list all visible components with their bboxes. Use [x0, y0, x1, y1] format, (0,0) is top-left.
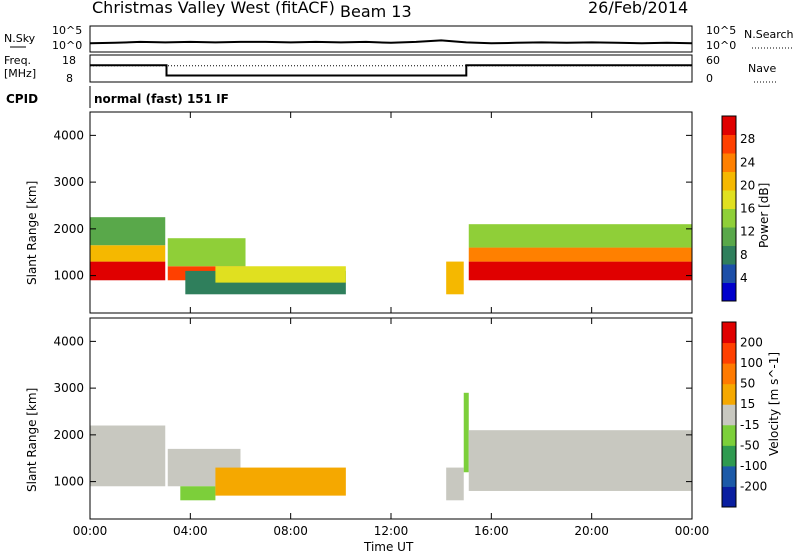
velocity-colorbar-label: Velocity [m s^-1]	[767, 352, 781, 456]
data-band	[215, 467, 346, 496]
x-tick-label: 20:00	[574, 524, 609, 538]
x-tick-label: 00:00	[73, 524, 108, 538]
data-band	[90, 217, 166, 246]
colorbar-swatch	[722, 153, 736, 172]
noise-right-tick-bottom: 10^0	[706, 39, 736, 52]
noise-left-tick-bottom: 10^0	[52, 39, 82, 52]
noise-panel-frame	[89, 25, 693, 53]
beam-title: Beam 13	[340, 2, 412, 21]
y-tick-label: 4000	[53, 128, 84, 142]
data-band	[90, 425, 166, 487]
colorbar-swatch	[722, 424, 736, 446]
data-band	[446, 467, 464, 501]
freq-left-tick-top: 18	[62, 54, 76, 67]
colorbar-tick-label: 24	[740, 155, 755, 169]
data-band	[468, 430, 692, 491]
data-band	[468, 261, 692, 281]
colorbar-swatch	[722, 264, 736, 283]
y-tick-label: 1000	[53, 475, 84, 489]
colorbar-tick-label: -200	[740, 479, 767, 493]
data-band	[90, 261, 166, 281]
colorbar-frame	[721, 321, 737, 508]
colorbar-swatch	[722, 208, 736, 228]
colorbar-tick-label: 28	[740, 132, 755, 146]
freq-left-label-1: Freq.	[4, 54, 31, 67]
y-tick-label: 2000	[53, 222, 84, 236]
colorbar-tick-label: -50	[740, 438, 760, 452]
frequency-panel: Freq. [MHz] 18 8 60 0 Nave	[4, 54, 778, 85]
colorbar-tick-label: 100	[740, 356, 763, 370]
noise-panel: N.Sky 10^5 10^0 10^5 10^0 N.Search	[4, 24, 794, 53]
data-band	[468, 247, 692, 262]
frequency-panel-frame	[89, 54, 693, 83]
noise-right-label: N.Search	[744, 28, 794, 41]
data-band	[215, 266, 346, 283]
x-tick-label: 08:00	[273, 524, 308, 538]
freq-right-label: Nave	[748, 62, 776, 75]
colorbar-swatch	[722, 245, 736, 265]
freq-left-label-2: [MHz]	[4, 67, 36, 80]
freq-right-tick-top: 60	[706, 54, 720, 67]
y-tick-label: 3000	[53, 175, 84, 189]
colorbar-swatch	[722, 404, 736, 426]
noise-left-tick-top: 10^5	[52, 24, 82, 37]
y-tick-label: 1000	[53, 269, 84, 283]
colorbar-swatch	[722, 445, 736, 467]
colorbar-swatch	[722, 322, 736, 344]
x-tick-label: 16:00	[474, 524, 509, 538]
data-band	[180, 486, 216, 501]
x-tick-label: 00:00	[675, 524, 710, 538]
x-tick-label: 04:00	[173, 524, 208, 538]
cpid-label: CPID	[6, 92, 38, 106]
data-band	[468, 224, 692, 248]
power-ylabel: Slant Range [km]	[25, 181, 39, 285]
colorbar-tick-label: 16	[740, 202, 755, 216]
colorbar-tick-label: -100	[740, 459, 767, 473]
colorbar-swatch	[722, 227, 736, 246]
colorbar-swatch	[722, 383, 736, 405]
colorbar-tick-label: 50	[740, 377, 755, 391]
power-panel: 4000 3000 2000 1000 Slant Range [km] 28 24 20…	[25, 111, 771, 314]
freq-left-tick-bottom: 8	[66, 72, 73, 85]
colorbar-tick-label: 20	[740, 178, 755, 192]
colorbar-swatch	[722, 363, 736, 385]
y-tick-label: 2000	[53, 428, 84, 442]
noise-right-tick-top: 10^5	[706, 24, 736, 37]
date-title: 26/Feb/2014	[588, 0, 688, 17]
colorbar-swatch	[722, 134, 736, 154]
colorbar-tick-label: 200	[740, 336, 763, 350]
cpid-value: normal (fast) 151 IF	[94, 92, 229, 106]
colorbar-tick-label: 12	[740, 225, 755, 239]
power-colorbar-label: Power [dB]	[757, 183, 771, 248]
frequency-line	[90, 64, 692, 77]
colorbar-swatch	[722, 486, 736, 508]
colorbar-tick-label: 8	[740, 248, 748, 262]
y-tick-label: 3000	[53, 381, 84, 395]
velocity-panel: 4000 3000 2000 1000 Slant Range [km] 200 100…	[25, 112, 781, 554]
colorbar-tick-label: 15	[740, 397, 755, 411]
velocity-ylabel: Slant Range [km]	[25, 388, 39, 492]
colorbar-swatch	[722, 342, 736, 364]
colorbar-tick-label: -15	[740, 418, 760, 432]
freq-right-tick-bottom: 0	[706, 72, 713, 85]
power-panel-frame	[89, 111, 693, 314]
noise-left-label: N.Sky	[4, 32, 36, 45]
colorbar-frame	[721, 115, 737, 302]
colorbar-tick-label: 4	[740, 271, 748, 285]
colorbar-swatch	[722, 190, 736, 209]
colorbar-swatch	[722, 171, 736, 191]
data-band	[463, 392, 469, 473]
data-band	[446, 261, 464, 295]
colorbar-swatch	[722, 465, 736, 487]
colorbar-swatch	[722, 116, 736, 135]
y-tick-label: 4000	[53, 334, 84, 348]
colorbar-swatch	[722, 282, 736, 302]
xaxis-label: Time UT	[363, 540, 414, 554]
x-tick-label: 12:00	[374, 524, 409, 538]
station-title: Christmas Valley West (fitACF)	[92, 0, 335, 17]
data-band	[90, 245, 166, 262]
data-band	[167, 238, 246, 267]
noise-sky-line	[89, 39, 693, 45]
